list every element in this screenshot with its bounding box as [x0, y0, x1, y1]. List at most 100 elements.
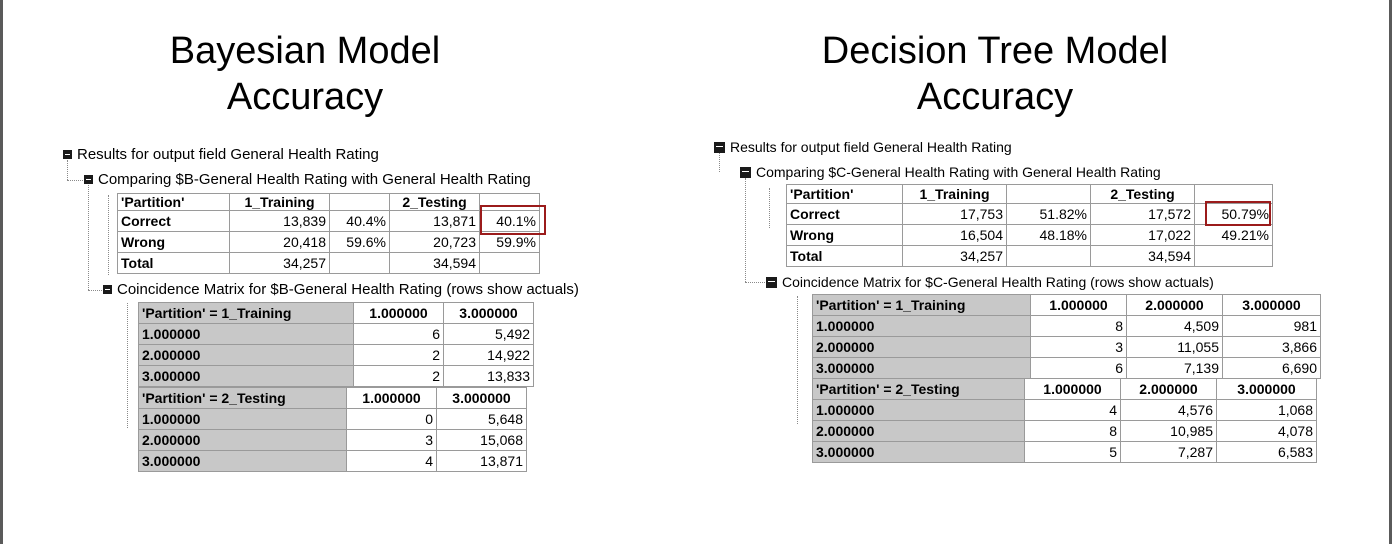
bayesian-testing-accuracy-highlight [480, 205, 546, 235]
column-header: 1_Training [229, 193, 330, 211]
row-label: 1.000000 [812, 315, 1031, 337]
table-row: Wrong 20,418 59.6% 20,723 59.9% [117, 231, 540, 253]
cell-value: 5,648 [436, 408, 527, 430]
tree-connector [88, 290, 102, 291]
cell-value: 17,753 [902, 203, 1007, 225]
cell-percent [1194, 245, 1273, 267]
row-label: 1.000000 [138, 323, 354, 345]
table-row: Total 34,257 34,594 [117, 252, 540, 274]
bayesian-training-matrix: 'Partition' = 1_Training 1.000000 3.0000… [138, 302, 534, 387]
cell-value: 6 [353, 323, 444, 345]
column-header: 1.000000 [1030, 294, 1127, 316]
decision-tree-comparing-node[interactable]: Comparing $C-General Health Rating with … [740, 164, 1161, 180]
cell-value: 20,418 [229, 231, 330, 253]
cell-percent: 49.21% [1194, 224, 1273, 246]
tree-connector [745, 282, 765, 283]
cell-percent [329, 252, 390, 274]
collapse-icon[interactable] [714, 141, 725, 153]
tree-connector [108, 195, 109, 275]
column-header: 'Partition' [786, 184, 903, 204]
table-row: Correct 17,753 51.82% 17,572 50.79% [786, 203, 1273, 225]
bayesian-coincidence-node[interactable]: Coincidence Matrix for $B-General Health… [103, 281, 579, 298]
cell-value: 6 [1030, 357, 1127, 379]
cell-value: 13,871 [436, 450, 527, 472]
collapse-icon[interactable] [63, 150, 72, 159]
decision-tree-coincidence-node[interactable]: Coincidence Matrix for $C-General Health… [766, 274, 1214, 290]
tree-connector [769, 188, 770, 228]
bayesian-comparing-node[interactable]: Comparing $B-General Health Rating with … [84, 171, 531, 188]
row-label: Correct [117, 210, 230, 232]
row-label: Correct [786, 203, 903, 225]
table-header-row: 'Partition' = 2_Testing 1.000000 2.00000… [812, 378, 1317, 400]
tree-connector [797, 296, 798, 424]
collapse-icon[interactable] [766, 276, 777, 288]
row-label: 1.000000 [138, 408, 347, 430]
cell-value: 2 [353, 344, 444, 366]
tree-connector [88, 185, 89, 290]
right-frame-edge [1389, 0, 1392, 544]
cell-value: 7,139 [1126, 357, 1223, 379]
cell-value: 16,504 [902, 224, 1007, 246]
collapse-icon[interactable] [103, 285, 112, 294]
cell-percent [1006, 245, 1091, 267]
cell-value: 4,509 [1126, 315, 1223, 337]
cell-value: 34,594 [389, 252, 480, 274]
bayesian-testing-matrix: 'Partition' = 2_Testing 1.000000 3.00000… [138, 387, 527, 472]
row-label: 3.000000 [138, 450, 347, 472]
row-label: 3.000000 [812, 357, 1031, 379]
column-header: 2.000000 [1126, 294, 1223, 316]
cell-value: 34,257 [229, 252, 330, 274]
cell-value: 4 [1024, 399, 1121, 421]
cell-value: 15,068 [436, 429, 527, 451]
table-row: 2.000000 2 14,922 [138, 344, 534, 366]
collapse-icon[interactable] [740, 166, 751, 178]
cell-value: 0 [346, 408, 437, 430]
row-label: Total [117, 252, 230, 274]
cell-value: 4,576 [1120, 399, 1217, 421]
cell-value: 6,583 [1216, 441, 1317, 463]
cell-value: 13,833 [443, 365, 534, 387]
cell-percent: 59.9% [479, 231, 540, 253]
cell-value: 5,492 [443, 323, 534, 345]
decision-tree-summary-table: 'Partition' 1_Training 2_Testing Correct… [786, 184, 1273, 267]
column-header: 1.000000 [353, 302, 444, 324]
cell-percent: 48.18% [1006, 224, 1091, 246]
column-header: 3.000000 [1216, 378, 1317, 400]
matrix-partition-header: 'Partition' = 2_Testing [812, 378, 1025, 400]
cell-value: 17,022 [1090, 224, 1195, 246]
column-header [329, 193, 390, 211]
row-label: 2.000000 [812, 420, 1025, 442]
cell-value: 2 [353, 365, 444, 387]
collapse-icon[interactable] [84, 175, 93, 184]
decision-tree-results-node[interactable]: Results for output field General Health … [714, 139, 1012, 155]
tree-connector [745, 178, 746, 282]
cell-value: 5 [1024, 441, 1121, 463]
table-row: 3.000000 2 13,833 [138, 365, 534, 387]
decision-tree-title-line2: Accuracy [916, 76, 1074, 118]
column-header: 3.000000 [436, 387, 527, 409]
table-header-row: 'Partition' = 2_Testing 1.000000 3.00000… [138, 387, 527, 409]
bayesian-results-node[interactable]: Results for output field General Health … [63, 146, 379, 163]
cell-value: 7,287 [1120, 441, 1217, 463]
cell-value: 981 [1222, 315, 1321, 337]
table-row: Correct 13,839 40.4% 13,871 40.1% [117, 210, 540, 232]
cell-value: 11,055 [1126, 336, 1223, 358]
cell-value: 34,257 [902, 245, 1007, 267]
row-label: Wrong [786, 224, 903, 246]
column-header [1006, 184, 1091, 204]
table-header-row: 'Partition' 1_Training 2_Testing [786, 184, 1273, 204]
row-label: 1.000000 [812, 399, 1025, 421]
table-row: 3.000000 5 7,287 6,583 [812, 441, 1317, 463]
cell-value: 4,078 [1216, 420, 1317, 442]
decision-tree-results-label: Results for output field General Health … [730, 139, 1012, 155]
tree-connector [719, 153, 720, 172]
row-label: Wrong [117, 231, 230, 253]
cell-percent: 59.6% [329, 231, 390, 253]
row-label: 3.000000 [138, 365, 354, 387]
bayesian-title-line1: Bayesian Model [169, 30, 441, 72]
cell-value: 4 [346, 450, 437, 472]
table-row: 2.000000 8 10,985 4,078 [812, 420, 1317, 442]
row-label: Total [786, 245, 903, 267]
cell-value: 8 [1024, 420, 1121, 442]
bayesian-coincidence-label: Coincidence Matrix for $B-General Health… [117, 281, 579, 298]
